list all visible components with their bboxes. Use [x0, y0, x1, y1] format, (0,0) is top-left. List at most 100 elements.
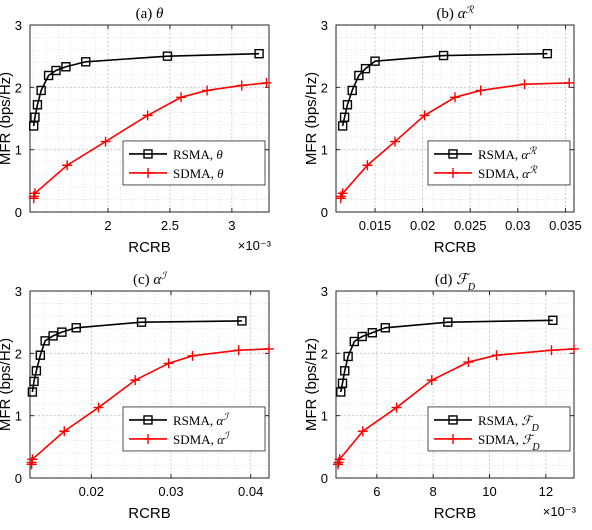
legend-box [122, 406, 266, 452]
y-axis-label: MFR (bps/Hz) [303, 338, 320, 431]
data-point-plus [142, 110, 153, 121]
data-point-square [337, 378, 348, 388]
data-point-plus [100, 136, 111, 147]
x-tick-label: 0.015 [359, 218, 392, 233]
subplot-2: 0.015 0.02 0.025 0.03 0.035 0 1 2 3 (b) αℛ RCRB MFR… [303, 5, 582, 257]
legend-label: RSMA, αℛ [478, 145, 537, 162]
data-point-square [71, 323, 81, 333]
data-point-plus [29, 188, 40, 199]
legend-label: RSMA, αℐ [173, 411, 230, 428]
x-tick-label: 10 [482, 484, 496, 499]
data-point-square [31, 366, 42, 376]
data-point-plus [390, 136, 401, 147]
data-point-plus [261, 77, 272, 88]
data-point-square [370, 56, 380, 66]
data-point-square [354, 70, 364, 81]
subplot-1: 2 2.5 3 0 1 2 3 (a) θ RCRB MFR (bps/Hz) ×10⁻³ RSMA,… [0, 6, 272, 256]
data-point-square [340, 366, 350, 376]
data-point-square [339, 112, 350, 122]
legend-marker-plus [448, 433, 458, 444]
data-point-square [35, 350, 46, 360]
x-axis-label: RCRB [434, 505, 477, 522]
x-tick-label: 0.035 [549, 218, 582, 233]
series-line-rsma [340, 319, 553, 393]
data-point-plus [236, 80, 247, 91]
y-tick-label: 1 [321, 143, 328, 158]
y-tick-label: 3 [321, 284, 328, 299]
data-point-square [367, 328, 378, 338]
x-multiplier: ×10⁻³ [543, 504, 577, 519]
x-tick-label: 3 [228, 218, 235, 233]
data-point-square [542, 48, 553, 59]
x-tick-label: 0.03 [505, 218, 530, 233]
y-tick-label: 2 [15, 346, 22, 361]
data-point-plus [519, 79, 530, 90]
data-point-square [30, 112, 40, 122]
legend-box [427, 406, 571, 452]
data-point-plus [391, 402, 402, 413]
subplot-title: (d) ℱD [435, 272, 476, 293]
x-tick-label: 0.04 [238, 484, 263, 499]
y-tick-label: 1 [15, 409, 22, 424]
legend-label: RSMA, ℱD [478, 413, 540, 434]
data-point-plus [357, 426, 368, 437]
legend-marker-square [448, 149, 458, 159]
data-point-square [32, 100, 43, 110]
data-point-plus [233, 345, 244, 356]
data-point-square [343, 351, 353, 362]
y-tick-label: 0 [15, 205, 22, 220]
y-tick-label: 3 [321, 18, 328, 33]
data-point-square [360, 63, 371, 74]
data-point-square [443, 317, 453, 327]
data-point-square [43, 70, 54, 81]
data-point-plus [450, 92, 460, 103]
x-multiplier: ×10⁻³ [238, 238, 272, 253]
data-point-plus [187, 350, 198, 361]
data-point-plus [564, 77, 575, 88]
data-point-square [57, 327, 67, 337]
data-point-square [548, 315, 558, 325]
x-axis-label: RCRB [434, 239, 477, 256]
x-tick-label: 6 [373, 484, 380, 499]
x-tick-label: 0.02 [410, 218, 435, 233]
data-point-plus [264, 343, 274, 354]
data-point-square [27, 387, 38, 397]
subplot-title: (a) θ [136, 6, 164, 22]
x-axis-label: RCRB [128, 505, 171, 522]
x-tick-label: 12 [539, 484, 553, 499]
legend-label: SDMA, θ [173, 166, 224, 181]
subplot-3: 0.02 0.03 0.04 0 1 2 3 (c) αℐ RCRB MFR (bps/Hz) RS… [0, 271, 274, 522]
data-point-plus [362, 160, 373, 171]
y-tick-label: 2 [321, 346, 328, 361]
legend-marker-square [448, 415, 458, 425]
data-point-square [342, 100, 353, 110]
y-tick-label: 3 [15, 284, 22, 299]
y-tick-label: 0 [15, 471, 22, 486]
y-axis-label: MFR (bps/Hz) [0, 338, 14, 431]
x-tick-label: 0.02 [79, 484, 104, 499]
x-tick-label: 0.03 [158, 484, 183, 499]
data-point-plus [59, 426, 70, 437]
legend-label: SDMA, αℛ [478, 164, 538, 181]
y-tick-label: 0 [321, 471, 328, 486]
data-point-plus [463, 357, 474, 368]
data-point-plus [546, 345, 557, 356]
data-point-square [357, 331, 367, 342]
legend-marker-plus [448, 167, 458, 178]
legend-box [122, 140, 266, 186]
data-point-plus [569, 343, 579, 354]
data-point-square [347, 85, 357, 96]
data-point-plus [334, 454, 345, 465]
data-point-plus [62, 160, 73, 171]
data-point-plus [419, 110, 430, 121]
y-tick-label: 1 [321, 409, 328, 424]
y-tick-label: 2 [321, 80, 328, 95]
data-point-plus [130, 375, 141, 386]
legend-label: SDMA, αℐ [173, 430, 231, 447]
data-point-square [81, 57, 91, 67]
legend-marker-plus [143, 167, 153, 178]
data-point-square [29, 376, 39, 387]
legend-label: RSMA, θ [173, 147, 223, 162]
